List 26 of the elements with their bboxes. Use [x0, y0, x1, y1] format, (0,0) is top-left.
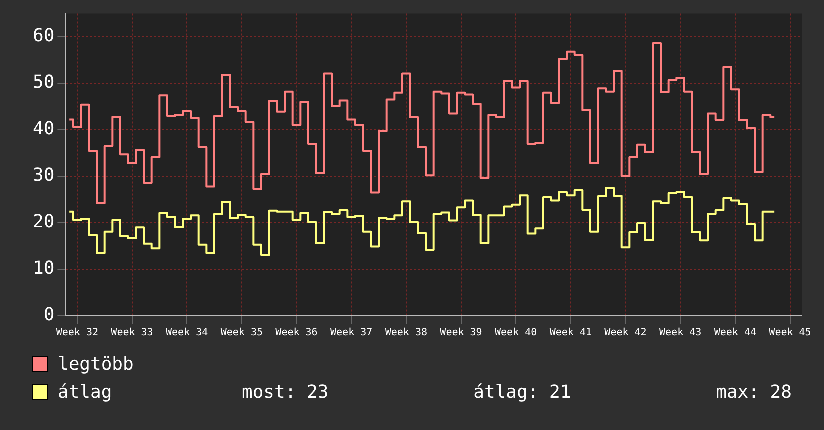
x-tick-label: Week 34	[166, 328, 208, 339]
x-tick-label: Week 44	[714, 328, 756, 339]
y-tick-label: 60	[32, 26, 55, 47]
y-tick-label: 10	[32, 258, 55, 280]
y-tick-label: 30	[32, 165, 55, 186]
y-tick-label: 40	[32, 118, 55, 140]
text: max: 28	[716, 382, 792, 402]
x-tick-label: Week 45	[769, 328, 812, 339]
y-tick-label: 0	[44, 304, 55, 326]
x-tick-label: Week 33	[111, 328, 154, 339]
y-tick-label: 20	[32, 212, 55, 233]
text: most: 23	[242, 382, 329, 402]
legend-label: átlag	[58, 382, 112, 402]
legend-label: legtöbb	[58, 354, 134, 374]
x-tick-label: Week 39	[440, 328, 482, 339]
x-tick-label: Week 38	[385, 328, 428, 339]
x-tick-label: Week 43	[660, 328, 702, 339]
x-tick-label: Week 35	[220, 328, 263, 339]
x-tick-label: Week 41	[550, 328, 592, 339]
x-tick-label: Week 42	[604, 328, 647, 339]
x-tick-label: Week 36	[276, 328, 318, 339]
y-tick-label: 50	[32, 72, 55, 94]
x-tick-label: Week 40	[495, 328, 538, 339]
x-tick-label: Week 32	[56, 328, 98, 339]
x-tick-label: Week 37	[330, 328, 373, 339]
text: átlag: 21	[474, 382, 572, 402]
